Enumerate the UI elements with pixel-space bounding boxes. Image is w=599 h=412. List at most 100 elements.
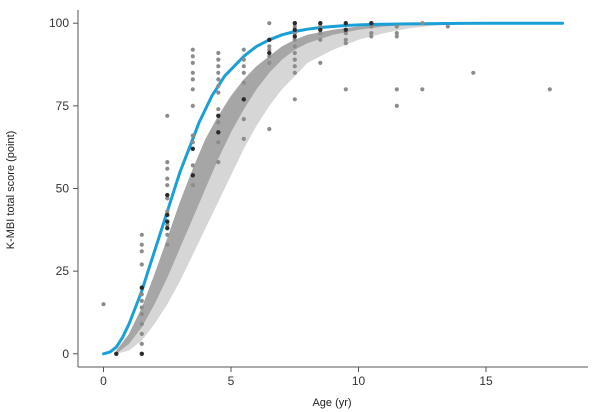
- data-point: [369, 24, 374, 29]
- data-point: [318, 24, 323, 29]
- data-point: [318, 60, 323, 65]
- data-point: [267, 60, 272, 65]
- data-point-dark: [165, 219, 170, 224]
- data-point: [394, 24, 399, 29]
- data-point: [216, 90, 221, 95]
- data-point: [165, 209, 170, 214]
- data-point: [292, 30, 297, 36]
- data-point: [267, 21, 272, 26]
- data-point: [165, 113, 170, 118]
- data-point: [139, 298, 144, 303]
- data-point: [190, 77, 195, 82]
- data-point-dark: [318, 27, 323, 32]
- data-point: [216, 70, 221, 75]
- data-point: [445, 24, 450, 29]
- x-tick-label: 0: [100, 374, 107, 388]
- x-tick-label: 5: [228, 374, 235, 388]
- data-point: [267, 47, 272, 52]
- data-point: [190, 163, 195, 168]
- data-point: [216, 160, 221, 165]
- data-point: [190, 47, 195, 52]
- data-point: [318, 37, 323, 42]
- data-point: [139, 312, 144, 317]
- y-tick-label: 100: [49, 16, 69, 30]
- data-point-dark: [114, 351, 119, 356]
- data-point: [139, 262, 144, 267]
- y-tick-label: 0: [62, 347, 69, 361]
- data-point: [394, 34, 399, 39]
- data-point-dark: [216, 113, 221, 119]
- scatter-points: [101, 21, 552, 356]
- data-point: [241, 117, 246, 122]
- data-point-dark: [267, 50, 272, 56]
- y-tick-label: 50: [56, 182, 70, 196]
- data-point: [267, 44, 272, 49]
- data-point: [165, 160, 170, 165]
- data-point: [190, 103, 195, 108]
- data-point: [139, 321, 144, 327]
- data-point-dark: [369, 21, 374, 26]
- confidence-bands: [116, 23, 461, 354]
- data-point: [216, 107, 221, 112]
- data-point: [318, 30, 323, 36]
- y-axis-ticks: 0 25 50 75 100: [49, 16, 78, 361]
- data-point-dark: [165, 226, 170, 231]
- data-point: [471, 70, 476, 75]
- data-point: [394, 103, 399, 108]
- data-point: [139, 292, 144, 297]
- outer-band: [116, 23, 461, 354]
- data-point: [394, 30, 399, 36]
- data-point: [241, 136, 246, 141]
- data-point-dark: [292, 34, 297, 39]
- data-point-dark: [241, 97, 246, 102]
- data-point-dark: [343, 27, 348, 32]
- fitted-curve: [102, 21, 564, 356]
- data-point-dark: [267, 37, 272, 42]
- data-point-dark: [165, 212, 170, 218]
- data-point: [216, 57, 221, 62]
- data-point: [241, 70, 246, 75]
- data-point: [139, 249, 144, 254]
- data-point: [343, 37, 348, 42]
- data-point: [165, 183, 170, 188]
- data-point: [292, 50, 297, 56]
- data-point: [292, 64, 297, 69]
- data-point: [420, 21, 425, 26]
- data-point: [165, 242, 170, 247]
- data-point: [267, 54, 272, 59]
- data-point: [190, 54, 195, 59]
- inner-band: [116, 23, 461, 354]
- data-point-dark: [292, 21, 297, 26]
- data-point: [241, 80, 246, 85]
- data-point: [292, 97, 297, 102]
- x-tick-label: 15: [479, 374, 493, 388]
- data-point: [292, 44, 297, 49]
- data-point: [216, 50, 221, 56]
- data-point: [216, 120, 221, 125]
- data-point: [394, 87, 399, 92]
- data-point: [267, 126, 272, 132]
- data-point: [101, 302, 106, 307]
- data-point-dark: [318, 21, 323, 26]
- y-tick-label: 25: [56, 264, 70, 278]
- data-point: [343, 30, 348, 36]
- data-point: [190, 133, 195, 138]
- data-point: [241, 64, 246, 69]
- fitted-curve-layer: [102, 21, 564, 356]
- data-point: [190, 60, 195, 65]
- data-point: [139, 331, 144, 336]
- data-point-dark: [216, 130, 221, 135]
- data-point: [292, 37, 297, 42]
- data-point: [165, 166, 170, 171]
- y-axis-title: K-MBI total score (point): [5, 131, 17, 250]
- data-point: [547, 87, 552, 92]
- data-point: [369, 34, 374, 39]
- data-point-dark: [292, 27, 297, 32]
- data-point: [165, 222, 170, 227]
- data-point: [292, 57, 297, 62]
- data-point: [343, 41, 348, 46]
- data-point: [190, 70, 195, 75]
- data-point: [190, 183, 195, 188]
- x-axis-ticks: 0 5 10 15: [100, 367, 493, 388]
